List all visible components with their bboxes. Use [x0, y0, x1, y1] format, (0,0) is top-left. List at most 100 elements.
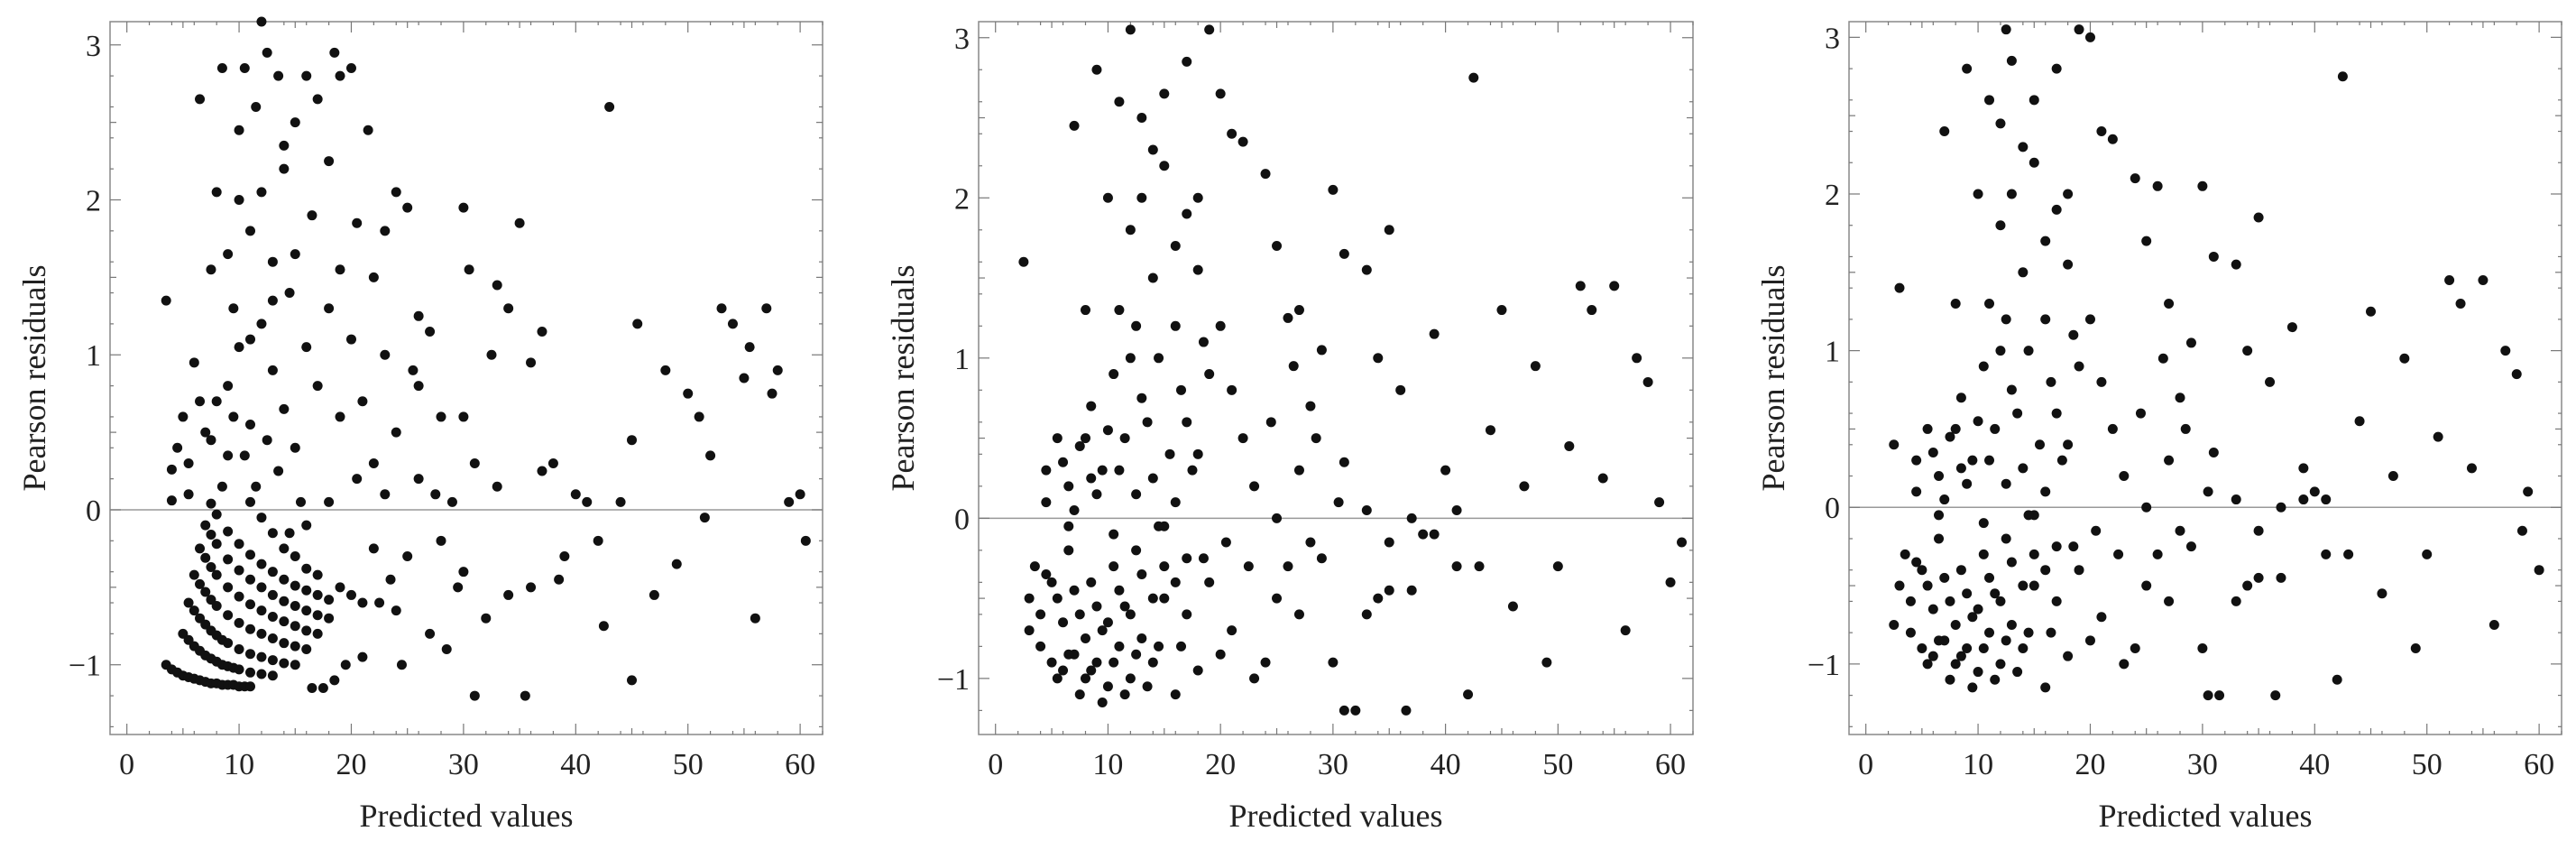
data-point: [492, 481, 502, 492]
data-point: [1485, 425, 1495, 436]
data-point: [2511, 369, 2522, 380]
data-point: [615, 496, 626, 507]
data-point: [1927, 447, 1938, 457]
data-point: [195, 578, 206, 589]
data-point: [279, 140, 290, 151]
data-point: [1620, 625, 1631, 636]
data-point: [408, 365, 419, 375]
data-point: [1074, 440, 1085, 451]
data-point: [1911, 455, 1922, 466]
data-point: [228, 303, 239, 314]
data-point: [256, 513, 267, 523]
data-point: [1035, 609, 1046, 620]
data-point: [206, 562, 216, 573]
data-point: [554, 574, 565, 585]
data-point: [223, 610, 234, 621]
data-point: [290, 641, 300, 651]
data-point: [1316, 553, 1327, 564]
data-point: [380, 226, 391, 236]
data-point: [211, 509, 222, 520]
data-point: [256, 187, 267, 198]
data-point: [329, 675, 340, 686]
data-point: [189, 605, 199, 616]
data-point: [1328, 184, 1339, 195]
data-point: [1125, 673, 1136, 684]
data-point: [1170, 497, 1181, 508]
data-point: [1159, 593, 1170, 604]
data-point: [2029, 95, 2039, 106]
data-point: [1136, 192, 1147, 203]
data-point: [1164, 448, 1175, 459]
x-tick-label: 30: [2187, 748, 2218, 781]
data-point: [1272, 241, 1283, 252]
data-point: [279, 596, 290, 606]
data-point: [593, 535, 603, 546]
data-point: [223, 381, 234, 392]
data-point: [189, 357, 199, 368]
data-point: [2029, 157, 2039, 168]
y-tick-label: 0: [954, 503, 970, 536]
data-point: [290, 442, 300, 453]
data-point: [430, 489, 441, 500]
data-point: [2096, 376, 2107, 387]
data-point: [1237, 433, 1248, 444]
data-point: [1894, 580, 1905, 591]
data-point: [206, 435, 216, 446]
data-point: [335, 582, 345, 593]
data-point: [1316, 345, 1327, 356]
y-axis-label: Pearson residuals: [1755, 265, 1791, 492]
y-tick-label: 2: [86, 185, 101, 218]
data-point: [2034, 439, 2045, 450]
data-point: [2242, 580, 2253, 591]
data-point: [1052, 673, 1063, 684]
data-point: [312, 628, 323, 639]
data-point: [234, 664, 244, 675]
data-point: [1973, 604, 1983, 614]
data-point: [256, 582, 267, 593]
data-point: [2141, 502, 2152, 513]
data-point: [1962, 588, 1973, 599]
data-point: [183, 597, 194, 608]
data-point: [537, 326, 547, 337]
data-point: [1170, 577, 1181, 587]
data-point: [582, 496, 593, 507]
data-point: [1024, 625, 1035, 636]
x-tick-label: 50: [673, 748, 704, 781]
data-point: [699, 513, 710, 523]
data-point: [1125, 609, 1136, 620]
data-point: [1384, 585, 1394, 596]
data-point: [2040, 565, 2051, 576]
data-point: [301, 563, 312, 574]
data-point: [1984, 455, 1995, 466]
data-point: [1147, 657, 1158, 668]
data-point: [436, 411, 446, 422]
data-point: [2164, 455, 2175, 466]
data-point: [1136, 633, 1147, 643]
data-point: [1029, 561, 1040, 572]
data-point: [1384, 537, 1394, 548]
data-point: [290, 600, 300, 611]
data-point: [166, 464, 177, 475]
data-point: [1922, 580, 1933, 591]
data-point: [245, 550, 256, 560]
data-point: [2119, 659, 2130, 670]
data-point: [2410, 643, 2421, 654]
data-point: [1170, 689, 1181, 700]
data-point: [1265, 417, 1276, 428]
data-point: [279, 543, 290, 554]
data-point: [234, 644, 244, 655]
data-point: [1917, 565, 1927, 576]
data-point: [301, 70, 312, 81]
data-point: [2298, 494, 2309, 505]
data-point: [1519, 481, 1530, 492]
y-tick-label: 0: [1825, 492, 1840, 525]
y-tick-label: −1: [937, 663, 970, 697]
data-point: [1552, 561, 1563, 572]
data-point: [1575, 281, 1586, 291]
data-point: [301, 342, 312, 353]
data-point: [1293, 465, 1304, 476]
x-tick-label: 20: [1205, 748, 1236, 781]
data-point: [2185, 337, 2196, 348]
data-point: [1119, 433, 1130, 444]
data-point: [245, 420, 256, 430]
